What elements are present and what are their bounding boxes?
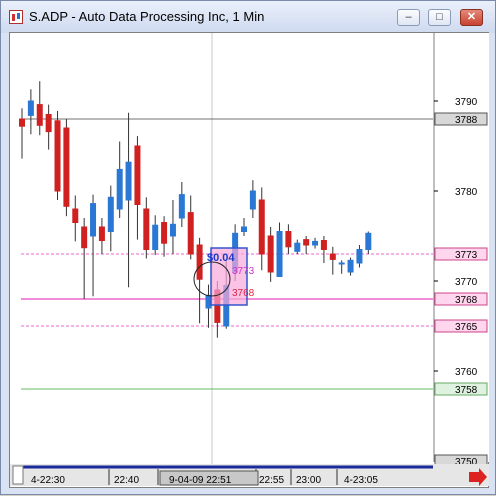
y-tick-label-1: 3780 (455, 187, 478, 198)
candle-body-0 (19, 118, 25, 127)
candle-body-36 (338, 262, 345, 265)
price-label-4: 3758 (455, 385, 478, 396)
price-label-box-0 (434, 112, 488, 126)
candle-body-30 (285, 231, 292, 248)
candle-body-34 (320, 240, 327, 250)
price-label-2: 3768 (455, 295, 478, 306)
candle-body-15 (152, 224, 159, 250)
y-tick-label-2: 3770 (455, 277, 478, 288)
candle-body-12 (125, 161, 132, 201)
title-bar[interactable]: S.ADP - Auto Data Processing Inc, 1 Min … (1, 1, 495, 33)
candle-body-10 (107, 196, 114, 233)
candle-body-25 (241, 226, 247, 232)
price-label-0: 3788 (455, 115, 478, 126)
candle-body-21 (205, 294, 212, 309)
time-scroll-left-handle (12, 465, 24, 485)
window-title: S.ADP - Auto Data Processing Inc, 1 Min (29, 9, 265, 24)
time-label-2: 9-04-09 22:51 (169, 475, 232, 486)
candle-body-18 (178, 194, 185, 219)
price-label-3: 3765 (455, 322, 478, 333)
candle-body-17 (169, 223, 176, 237)
price-label-box-2 (434, 292, 488, 306)
candle-body-29 (276, 231, 283, 277)
candle-body-7 (81, 226, 88, 249)
candle-body-4 (54, 120, 61, 192)
price-label-5: 3750 (455, 457, 478, 468)
price-label-box-1 (434, 247, 488, 261)
time-label-0: 4-22:30 (31, 475, 65, 486)
candle-body-3 (45, 114, 52, 133)
candle-body-33 (312, 240, 319, 246)
y-tick-label-0: 3790 (455, 97, 478, 108)
candle-body-31 (294, 242, 301, 252)
candle-body-11 (116, 168, 123, 210)
time-label-1: 22:40 (114, 475, 139, 486)
candle-body-19 (187, 212, 194, 255)
candle-body-8 (90, 203, 97, 237)
candle-body-35 (329, 253, 336, 260)
time-label-4: 23:00 (296, 475, 321, 486)
minimize-icon[interactable]: – (397, 9, 420, 26)
candle-body-6 (72, 208, 79, 223)
candle-body-27 (258, 199, 265, 255)
crosshair-time-box (159, 470, 259, 486)
chart-area[interactable] (9, 32, 489, 488)
scroll-right-arrow-icon (469, 468, 487, 486)
y-tick-label-3: 3760 (455, 367, 478, 378)
time-label-3: 22:55 (259, 475, 284, 486)
price-label-box-3 (434, 319, 488, 333)
candle-body-13 (134, 145, 141, 205)
candle-body-9 (98, 226, 105, 241)
candle-body-37 (347, 259, 354, 273)
maximize-icon[interactable]: □ (428, 9, 451, 26)
entry-price-label: 3773 (232, 266, 255, 277)
candle-body-20 (196, 244, 203, 280)
candle-body-26 (249, 190, 256, 210)
order-circle (193, 261, 231, 297)
price-label-1: 3773 (455, 250, 478, 261)
candle-body-39 (365, 232, 372, 251)
time-label-5: 4-23:05 (344, 475, 378, 486)
candle-body-14 (143, 208, 150, 250)
candle-body-28 (267, 235, 274, 273)
profit-label: $0.04 (207, 252, 235, 264)
candle-body-38 (356, 249, 363, 264)
candle-body-2 (36, 104, 43, 126)
candle-body-5 (63, 127, 70, 207)
close-icon[interactable]: ✕ (460, 9, 483, 26)
target-price-label: 3768 (232, 288, 255, 299)
candle-body-1 (27, 100, 34, 116)
price-label-box-4 (434, 382, 488, 396)
chart-app-icon (9, 10, 23, 24)
candle-body-32 (303, 239, 310, 246)
candle-body-16 (161, 222, 168, 244)
